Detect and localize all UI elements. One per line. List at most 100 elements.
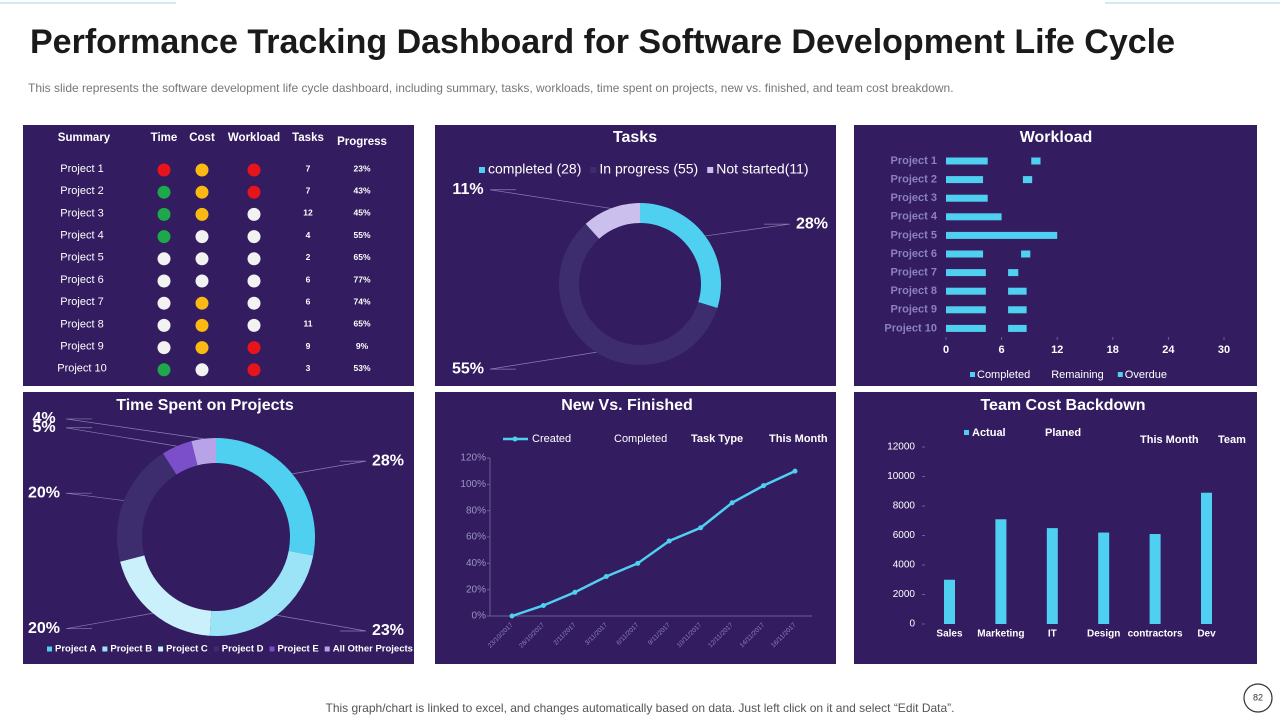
legend-swatch [47, 646, 52, 652]
y-tick-label: 0 [909, 619, 915, 630]
legend-label: All Other Projects [333, 644, 413, 655]
bar-segment [1021, 250, 1031, 258]
line-point [635, 560, 641, 566]
summary-panel [23, 125, 414, 386]
line-point [666, 538, 672, 544]
x-tick-label: 12 [1051, 344, 1063, 356]
page-badge [1243, 683, 1273, 713]
status-dot [247, 252, 261, 266]
status-dot [157, 318, 171, 332]
legend-swatch [479, 167, 485, 173]
workload-panel [854, 125, 1257, 386]
value-label: 55% [452, 360, 484, 377]
bar-segment [946, 250, 984, 258]
y-tick-label: Project 6 [891, 248, 937, 260]
bar-segment [946, 269, 986, 277]
chart-title: Time Spent on Projects [116, 397, 294, 414]
project-name: Project 8 [60, 318, 103, 330]
bar-segment [983, 176, 1023, 183]
legend-swatch [324, 646, 330, 652]
x-tick-label: Sales [936, 629, 963, 640]
progress: 55% [353, 230, 370, 240]
status-dot [247, 274, 261, 288]
legend-swatch [590, 167, 597, 173]
leader-line [65, 492, 124, 501]
y-tick-label: Project 3 [891, 192, 937, 204]
y-tick-label: 10000 [887, 471, 915, 482]
legend-label: Remaining [1051, 369, 1104, 381]
line-point [540, 602, 546, 608]
leader-line [292, 460, 367, 475]
status-dot [195, 318, 209, 332]
donut-slice [162, 441, 198, 475]
bar-segment [1031, 157, 1041, 165]
y-tick-label: Project 2 [891, 174, 937, 186]
legend-swatch [102, 646, 108, 652]
progress: 45% [353, 208, 370, 218]
project-name: Project 3 [60, 207, 103, 219]
y-tick-label: 40% [466, 558, 486, 569]
subtitle: This slide represents the software devel… [28, 81, 954, 95]
status-dot [247, 207, 261, 221]
y-tick-label: Project 9 [891, 304, 937, 316]
line-point [509, 613, 515, 619]
task-count: 9 [306, 341, 311, 351]
x-tick-label: IT [1048, 629, 1057, 640]
legend-label: Project E [278, 644, 319, 655]
value-label: 28% [372, 452, 404, 469]
status-dot [195, 185, 209, 199]
bar-segment [946, 213, 1002, 221]
project-name: Project 6 [60, 274, 103, 286]
project-name: Project 9 [60, 341, 103, 353]
task-count: 11 [304, 319, 313, 329]
y-tick-label: 12000 [887, 442, 915, 453]
progress: 77% [353, 274, 370, 284]
donut-slice [585, 203, 640, 239]
page-title: Performance Tracking Dashboard for Softw… [30, 23, 1175, 61]
legend-label: Project B [110, 644, 152, 655]
y-tick-label: Project 4 [891, 211, 938, 223]
project-name: Project 5 [60, 252, 103, 264]
status-dot [157, 163, 171, 177]
leader-line [65, 418, 204, 440]
x-tick-label: 24 [1162, 344, 1175, 356]
legend-swatch [269, 646, 275, 652]
bar-segment [946, 306, 986, 314]
legend-label: Team [1218, 434, 1246, 446]
donut-slice [209, 550, 314, 636]
status-dot [195, 163, 209, 177]
status-dot [247, 230, 261, 244]
y-tick-label: Project 10 [884, 322, 937, 334]
line-point [698, 525, 704, 531]
status-dot [157, 252, 171, 266]
project-name: Project 2 [60, 185, 103, 197]
status-dot [157, 341, 171, 355]
x-tick-label: Marketing [977, 629, 1024, 640]
y-tick-label: 60% [466, 532, 486, 543]
legend-label: completed (28) [488, 161, 581, 177]
bar [1098, 532, 1110, 624]
y-tick-label: Project 1 [891, 155, 937, 167]
column-header: Workload [228, 132, 280, 144]
status-dot [195, 341, 209, 355]
legend-swatch [1117, 372, 1123, 377]
x-tick-label: Dev [1197, 629, 1216, 640]
status-dot [247, 363, 261, 377]
column-header: Time [151, 132, 178, 144]
status-dot [157, 185, 171, 199]
line-panel [435, 392, 836, 664]
bar-segment [946, 324, 986, 332]
legend-label: Planed [1045, 427, 1081, 439]
chart-title: New Vs. Finished [561, 397, 693, 414]
line-point [729, 500, 735, 506]
status-dot [247, 296, 261, 310]
legend-label: Project A [55, 644, 96, 655]
bar-segment [946, 231, 1058, 239]
donut-slice [191, 438, 216, 466]
donut-slice [558, 223, 718, 366]
y-tick-label: Project 5 [891, 229, 937, 241]
task-count: 4 [306, 230, 311, 240]
bar-segment [986, 325, 1008, 332]
status-dot [195, 252, 209, 266]
line-point [603, 574, 609, 579]
